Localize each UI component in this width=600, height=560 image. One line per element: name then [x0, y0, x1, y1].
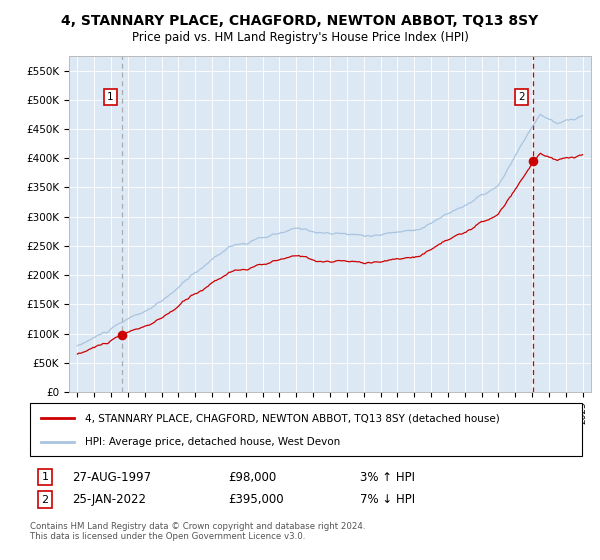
Text: 2: 2: [518, 92, 525, 102]
Text: 25-JAN-2022: 25-JAN-2022: [72, 493, 146, 506]
Text: 27-AUG-1997: 27-AUG-1997: [72, 470, 151, 484]
Text: 4, STANNARY PLACE, CHAGFORD, NEWTON ABBOT, TQ13 8SY: 4, STANNARY PLACE, CHAGFORD, NEWTON ABBO…: [61, 14, 539, 28]
Text: Price paid vs. HM Land Registry's House Price Index (HPI): Price paid vs. HM Land Registry's House …: [131, 31, 469, 44]
Point: [529, 157, 538, 166]
Text: £395,000: £395,000: [228, 493, 284, 506]
Text: £98,000: £98,000: [228, 470, 276, 484]
Text: 2: 2: [41, 494, 49, 505]
Text: 7% ↓ HPI: 7% ↓ HPI: [360, 493, 415, 506]
Point: [117, 330, 127, 339]
Text: 1: 1: [41, 472, 49, 482]
Text: HPI: Average price, detached house, West Devon: HPI: Average price, detached house, West…: [85, 436, 340, 446]
Text: Contains HM Land Registry data © Crown copyright and database right 2024.
This d: Contains HM Land Registry data © Crown c…: [30, 522, 365, 542]
Text: 1: 1: [107, 92, 113, 102]
Text: 3% ↑ HPI: 3% ↑ HPI: [360, 470, 415, 484]
Text: 4, STANNARY PLACE, CHAGFORD, NEWTON ABBOT, TQ13 8SY (detached house): 4, STANNARY PLACE, CHAGFORD, NEWTON ABBO…: [85, 413, 500, 423]
FancyBboxPatch shape: [30, 403, 582, 456]
